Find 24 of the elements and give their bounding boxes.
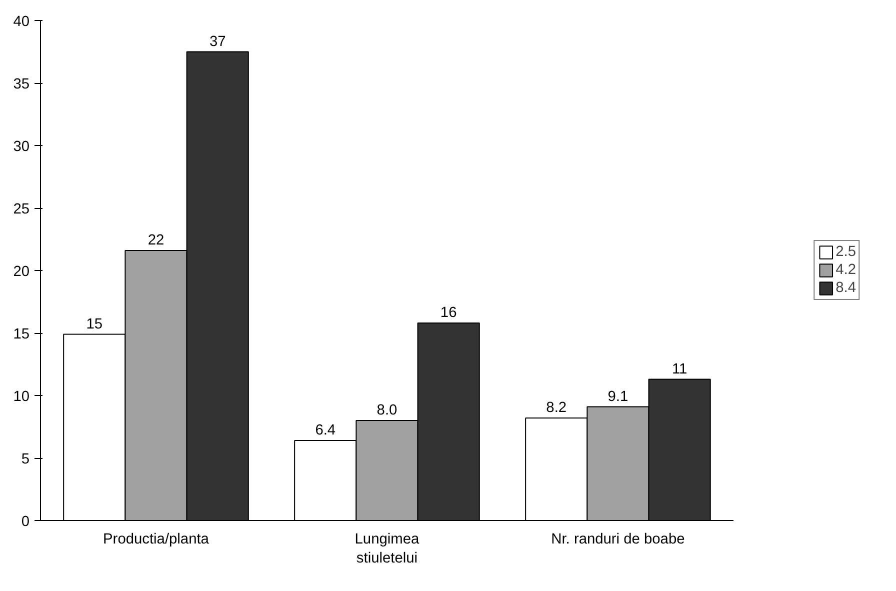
data-label: 8.0 — [376, 402, 398, 418]
y-tick-label: 0 — [21, 514, 30, 530]
x-tick-label: Productia/planta — [103, 532, 210, 548]
y-tick-label: 40 — [13, 14, 30, 30]
data-label: 9.1 — [608, 388, 628, 405]
data-label: 6.4 — [315, 422, 336, 438]
y-tick-label: 5 — [21, 452, 30, 468]
legend-label: 4.2 — [836, 262, 856, 278]
x-tick-label: Nr. randuri de boabe — [551, 532, 685, 548]
y-tick-label: 15 — [13, 326, 30, 342]
x-tick-label: Lungimea stiuletelui — [354, 532, 420, 567]
y-tick-label: 35 — [13, 76, 30, 92]
data-label: 22 — [148, 232, 164, 248]
data-label: 15 — [86, 316, 103, 332]
data-label: 11 — [672, 361, 688, 378]
legend-label: 8.4 — [836, 280, 856, 296]
data-label: 37 — [209, 34, 226, 50]
y-tick-label: 20 — [13, 264, 30, 280]
y-tick-label: 25 — [13, 202, 30, 218]
legend-label: 2.5 — [836, 244, 856, 260]
data-label: 8.2 — [546, 400, 567, 416]
y-tick-label: 10 — [13, 389, 30, 405]
data-label: 16 — [440, 305, 457, 321]
y-tick-label: 30 — [13, 139, 30, 155]
